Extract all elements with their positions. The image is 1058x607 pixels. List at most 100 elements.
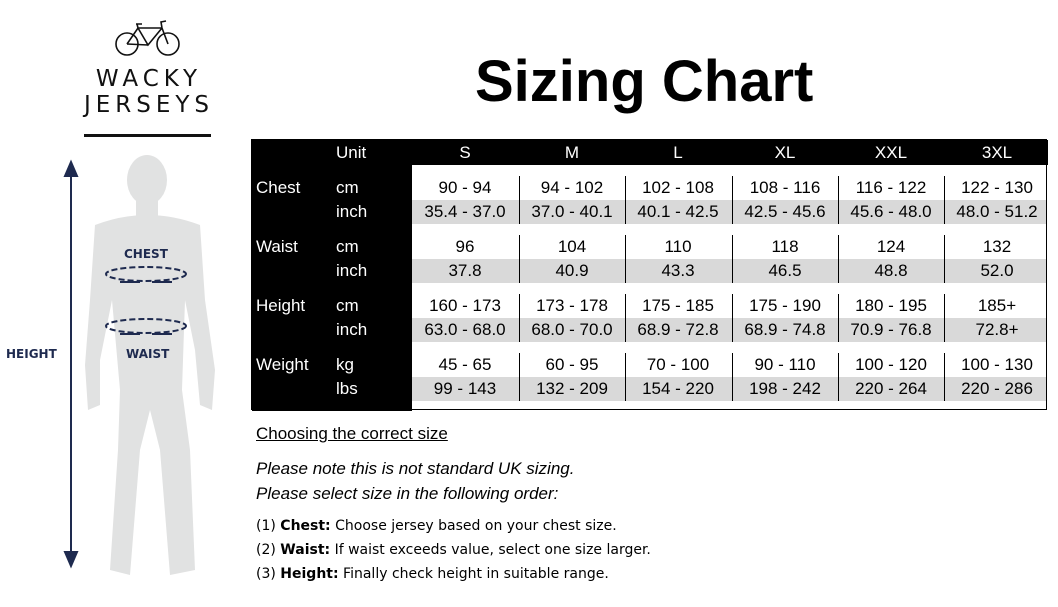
step-key: Chest:: [280, 518, 331, 534]
table-cell: 40.1 - 42.5: [637, 202, 719, 221]
table-cell: 37.0 - 40.1: [531, 202, 613, 221]
table-cell: 122 - 130: [961, 178, 1033, 197]
table-cell: 72.8+: [975, 320, 1019, 339]
table-cell: 180 - 195: [855, 296, 927, 315]
column-divider: [519, 176, 520, 224]
unit-label: cm: [336, 178, 359, 197]
column-divider: [838, 353, 839, 401]
column-divider: [838, 176, 839, 224]
table-cell: 124: [876, 237, 906, 256]
column-divider: [944, 176, 945, 224]
table-cell: 102 - 108: [642, 178, 714, 197]
column-divider: [732, 235, 733, 283]
table-cell: 104: [557, 237, 587, 256]
size-header: M: [564, 143, 580, 162]
column-divider: [838, 235, 839, 283]
unit-label: kg: [336, 355, 354, 374]
grey-row-band: [412, 318, 1046, 342]
unit-label: lbs: [336, 379, 358, 398]
table-cell: 173 - 178: [536, 296, 608, 315]
table-cell: 48.8: [874, 261, 908, 280]
table-cell: 185+: [977, 296, 1017, 315]
table-cell: 70.9 - 76.8: [850, 320, 932, 339]
size-header: L: [673, 143, 683, 162]
table-cell: 46.5: [768, 261, 802, 280]
table-cell: 48.0 - 51.2: [956, 202, 1038, 221]
column-divider: [838, 294, 839, 342]
sizing-table: Unit S M L XL XXL 3XL Chest cm 90 - 94 94 - 102 10…: [251, 139, 1048, 411]
unit-header: Unit: [336, 143, 367, 162]
step-number: (2): [256, 542, 276, 558]
column-divider: [944, 294, 945, 342]
column-divider: [732, 353, 733, 401]
size-header: 3XL: [981, 143, 1013, 162]
brand-line1: WACKY: [95, 66, 203, 92]
step-key: Waist:: [280, 542, 331, 558]
size-header: XXL: [874, 143, 908, 162]
table-cell: 220 - 264: [855, 379, 927, 398]
page-title: Sizing Chart: [475, 49, 814, 114]
table-cell: 100 - 130: [961, 355, 1033, 374]
column-divider: [944, 353, 945, 401]
table-cell: 90 - 110: [754, 355, 816, 374]
table-cell: 132: [982, 237, 1012, 256]
table-cell: 37.8: [448, 261, 482, 280]
table-cell: 116 - 122: [855, 178, 927, 197]
column-divider: [625, 353, 626, 401]
table-cell: 60 - 95: [545, 355, 599, 374]
table-cell: 45 - 65: [438, 355, 492, 374]
chest-label: CHEST: [124, 247, 168, 261]
table-cell: 100 - 120: [855, 355, 927, 374]
waist-label: WAIST: [126, 347, 170, 361]
row-group-label: Waist: [256, 237, 298, 256]
column-divider: [519, 235, 520, 283]
grey-row-band: [412, 377, 1046, 401]
table-cell: 94 - 102: [540, 178, 604, 197]
column-divider: [732, 294, 733, 342]
column-divider: [625, 294, 626, 342]
table-cell: 108 - 116: [749, 178, 821, 197]
table-cell: 132 - 209: [536, 379, 608, 398]
column-divider: [732, 176, 733, 224]
table-cell: 63.0 - 68.0: [424, 320, 506, 339]
step-key: Height:: [280, 566, 339, 582]
guide-step: (1) Chest: Choose jersey based on your c…: [256, 518, 617, 534]
table-cell: 68.0 - 70.0: [531, 320, 613, 339]
row-group-label: Weight: [256, 355, 309, 374]
step-number: (3): [256, 566, 276, 582]
grey-row-band: [412, 200, 1046, 224]
body-measurement-figure: [63, 155, 215, 575]
unit-label: inch: [336, 320, 368, 339]
step-text: Finally check height in suitable range.: [343, 566, 609, 582]
table-cell: 52.0: [980, 261, 1014, 280]
size-header: XL: [774, 143, 796, 162]
table-cell: 175 - 190: [749, 296, 821, 315]
bicycle-logo-icon: [115, 20, 180, 56]
table-cell: 42.5 - 45.6: [744, 202, 826, 221]
table-cell: 175 - 185: [642, 296, 714, 315]
table-cell: 68.9 - 72.8: [637, 320, 719, 339]
table-cell: 220 - 286: [961, 379, 1033, 398]
row-group-label: Chest: [256, 178, 301, 197]
column-divider: [519, 353, 520, 401]
logo-divider: [84, 134, 211, 137]
table-cell: 110: [664, 237, 692, 256]
table-cell: 35.4 - 37.0: [424, 202, 506, 221]
guide-step: (3) Height: Finally check height in suit…: [256, 566, 609, 582]
table-cell: 90 - 94: [438, 178, 492, 197]
unit-label: cm: [336, 237, 359, 256]
step-number: (1): [256, 518, 276, 534]
table-cell: 160 - 173: [429, 296, 501, 315]
table-cell: 198 - 242: [749, 379, 821, 398]
table-cell: 154 - 220: [642, 379, 714, 398]
guide-note-1: Please note this is not standard UK sizi…: [256, 459, 575, 478]
grey-row-band: [412, 259, 1046, 283]
brand-line2: JERSEYS: [83, 92, 215, 118]
table-cell: 68.9 - 74.8: [744, 320, 826, 339]
step-text: Choose jersey based on your chest size.: [335, 518, 617, 534]
unit-label: inch: [336, 202, 368, 221]
unit-label: cm: [336, 296, 359, 315]
table-cell: 45.6 - 48.0: [850, 202, 932, 221]
table-cell: 118: [771, 237, 799, 256]
column-divider: [944, 235, 945, 283]
